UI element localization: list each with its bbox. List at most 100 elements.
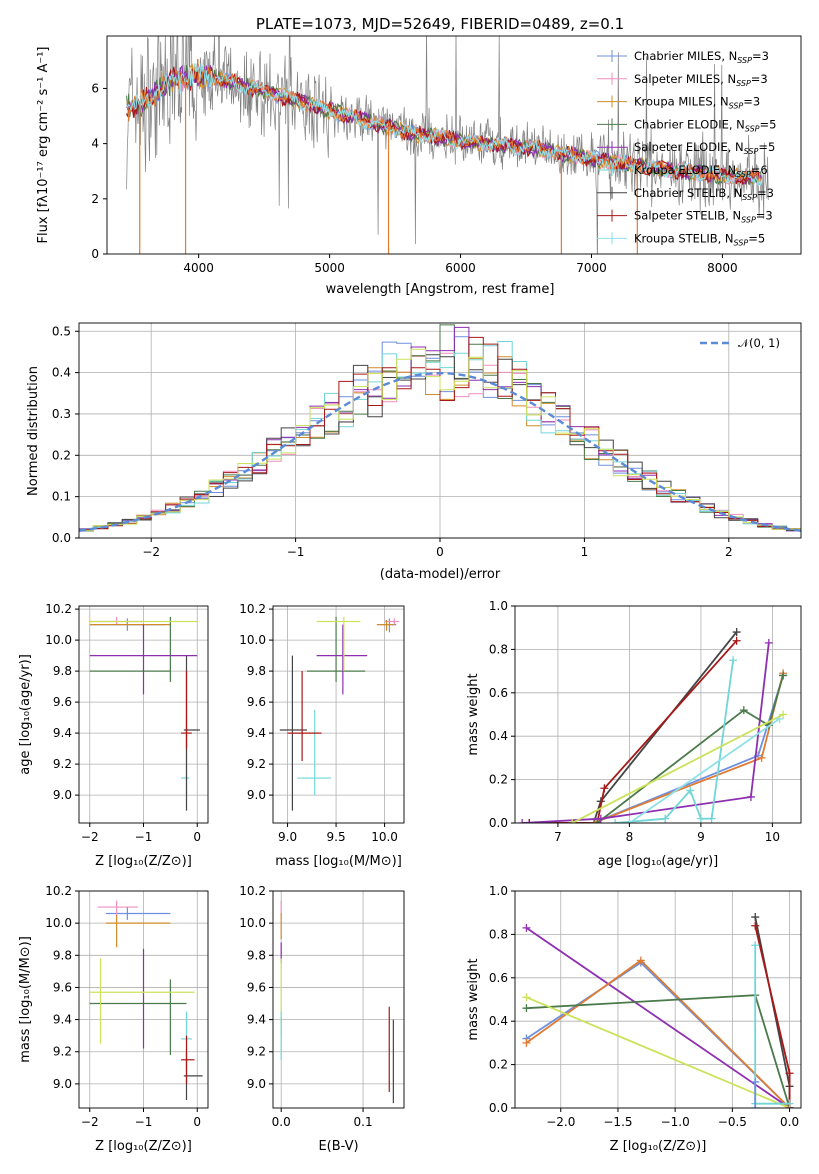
panel-xlabel: E(B-V) xyxy=(318,1139,358,1154)
x-tick-label: 7 xyxy=(554,830,562,844)
panel-marks xyxy=(89,616,200,811)
x-tick-label: 8000 xyxy=(707,261,738,275)
y-tick-label: 9.4 xyxy=(53,726,72,740)
weight-marker xyxy=(522,1038,531,1047)
x-tick-label: 7000 xyxy=(576,261,607,275)
legend-normal-label: 𝒩(0, 1) xyxy=(738,336,780,350)
panel-xlabel: Z [log₁₀(Z/Z⊙)] xyxy=(95,1139,192,1154)
x-tick-label: 8 xyxy=(626,830,634,844)
panel-marks xyxy=(518,628,788,823)
x-tick-label: 10 xyxy=(765,830,780,844)
x-tick-label: 1 xyxy=(581,545,589,559)
weight-marker xyxy=(739,706,748,715)
x-tick-label: −2 xyxy=(142,545,160,559)
x-tick-label: −1.5 xyxy=(603,1115,632,1129)
weight-series xyxy=(525,959,791,1108)
weight-marker xyxy=(636,956,645,965)
y-tick-label: 9.2 xyxy=(53,1045,72,1059)
weight-marker xyxy=(751,921,760,930)
panel-marks xyxy=(89,900,203,1100)
weight-marker xyxy=(707,814,716,823)
weight-marker xyxy=(757,753,766,762)
y-tick-label: 10.0 xyxy=(45,633,72,647)
weight-series xyxy=(529,631,738,823)
panel-marks xyxy=(280,900,394,1104)
weight-marker xyxy=(522,923,531,932)
y-tick-label: 0.2 xyxy=(52,448,71,462)
y-tick-label: 9.6 xyxy=(53,695,72,709)
y-tick-label: 1.0 xyxy=(489,599,508,613)
weight-marker xyxy=(746,792,755,801)
legend-label: Chabrier MILES, NSSP=3 xyxy=(634,49,769,65)
y-tick-label: 0.1 xyxy=(52,490,71,504)
x-tick-label: 10.0 xyxy=(371,830,398,844)
panel-ylabel: age [log₁₀(age/yr)] xyxy=(18,654,33,775)
weight-marker xyxy=(518,819,527,823)
x-tick-label: 5000 xyxy=(314,261,345,275)
y-tick-label: 9.8 xyxy=(53,948,72,962)
y-tick-label: 10.0 xyxy=(239,633,266,647)
panel-mass-vs-EBV: 0.0 0.1 9.0 9.2 9.4 9.6 9.8 10.0 10.2 E(B-V) xyxy=(239,884,405,1154)
y-tick-label: 9.8 xyxy=(53,664,72,678)
spectrum-axes xyxy=(106,35,802,255)
x-tick-label: 0 xyxy=(193,1115,201,1129)
y-tick-label: 9.4 xyxy=(53,1013,72,1027)
weight-marker xyxy=(751,1077,760,1086)
panel-ylabel: mass [log₁₀(M/M⊙)] xyxy=(18,936,33,1063)
weight-series xyxy=(525,927,791,1108)
histogram-series xyxy=(79,324,801,532)
weight-marker xyxy=(775,714,784,723)
x-tick-label: 0 xyxy=(193,830,201,844)
panel-xlabel: age [log₁₀(age/yr)] xyxy=(598,854,719,869)
y-tick-label: 9.2 xyxy=(53,757,72,771)
weight-marker xyxy=(686,786,695,795)
weight-marker xyxy=(779,710,788,719)
weight-series xyxy=(593,675,784,823)
y-tick-label: 9.8 xyxy=(247,948,266,962)
x-tick-label: −1.0 xyxy=(661,1115,690,1129)
residual-ylabel: Normed distribution xyxy=(26,366,41,496)
y-tick-label: 0.6 xyxy=(489,686,508,700)
y-tick-label: 9.4 xyxy=(247,726,266,740)
panel-ylabel: mass weight xyxy=(466,958,481,1040)
weight-marker xyxy=(732,636,741,645)
panel-xlabel: mass [log₁₀(M/M⊙)] xyxy=(275,854,402,869)
y-tick-label: 9.6 xyxy=(53,980,72,994)
weight-marker xyxy=(785,1099,794,1108)
weight-marker xyxy=(751,1104,760,1108)
spectrum-ylabel: Flux [fλ10⁻¹⁷ erg cm⁻² s⁻¹ A⁻¹] xyxy=(36,47,51,244)
weight-marker xyxy=(625,819,634,823)
y-tick-label: 9.0 xyxy=(247,1077,266,1091)
x-tick-label: 9.0 xyxy=(278,830,297,844)
histogram-series xyxy=(79,341,801,530)
panel-ylabel: mass weight xyxy=(466,673,481,755)
y-tick-label: 9.6 xyxy=(247,980,266,994)
panel-mass-vs-Z: −2 −1 0 9.0 9.2 9.4 9.6 9.8 10.0 10.2 Z [log₁₀(Z/Z… xyxy=(18,884,209,1154)
weight-marker xyxy=(661,814,670,823)
y-tick-label: 10.2 xyxy=(45,602,72,616)
y-tick-label: 10.0 xyxy=(45,916,72,930)
weight-marker xyxy=(729,656,738,665)
legend-label: Chabrier ELODIE, NSSP=5 xyxy=(634,117,776,133)
y-tick-label: 2 xyxy=(91,192,99,206)
weight-marker xyxy=(779,671,788,680)
y-tick-label: 9.6 xyxy=(247,695,266,709)
panel-axes xyxy=(514,605,802,824)
panel-axes xyxy=(78,605,209,824)
legend-label: Kroupa ELODIE, NSSP=6 xyxy=(634,163,768,179)
y-tick-label: 0.0 xyxy=(489,1101,508,1115)
weight-marker xyxy=(522,993,531,1002)
panel-marks xyxy=(522,913,794,1108)
y-tick-label: 0.5 xyxy=(52,324,71,338)
weight-series xyxy=(525,961,791,1108)
panel-xlabel: Z [log₁₀(Z/Z⊙)] xyxy=(95,854,192,869)
y-tick-label: 0.6 xyxy=(489,971,508,985)
y-tick-label: 0.2 xyxy=(489,1058,508,1072)
weight-marker xyxy=(751,913,760,922)
residual-legend: 𝒩(0, 1) xyxy=(700,336,780,350)
y-tick-label: 9.0 xyxy=(53,788,72,802)
weight-series xyxy=(529,640,738,823)
residual-panel: −2 −1 0 1 2 0.0 0.1 0.2 0.3 0.4 0.5 (data-model)/e… xyxy=(26,322,802,582)
weight-marker xyxy=(600,784,609,793)
panel-weight-vs-age: 7 8 9 10 0.0 0.2 0.4 0.6 0.8 1.0 age [log₁₀(age/yr… xyxy=(466,599,802,869)
